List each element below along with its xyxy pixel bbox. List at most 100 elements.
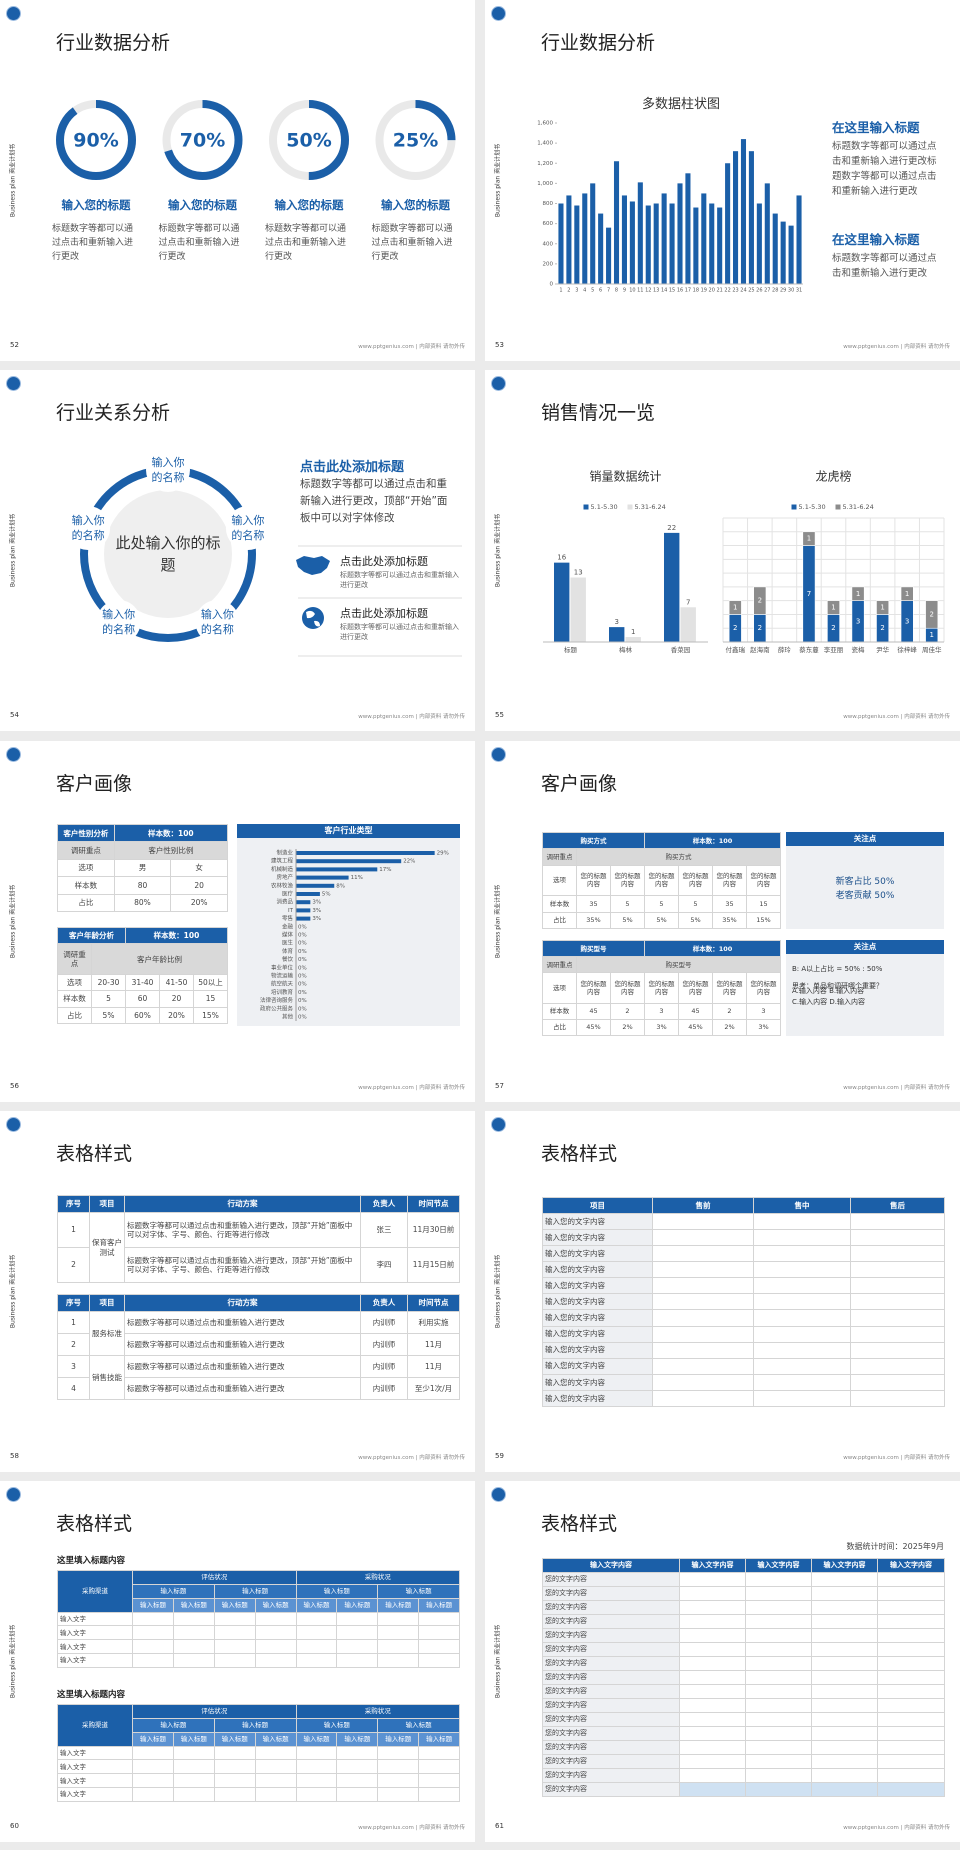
table-cell: 您的文字内容	[542, 1600, 680, 1615]
table-row: 您的文字内容	[542, 1670, 945, 1685]
table-cell	[254, 1745, 297, 1761]
bar	[685, 173, 691, 284]
table-cell	[877, 1698, 945, 1713]
slide: 客户画像 Business plan 商业计划书 57 www.pptgenius.c…	[485, 741, 960, 1102]
item-text: 标题数字等都可以通过点击和重新输入进行更改	[340, 571, 459, 589]
table-cell	[652, 1309, 754, 1327]
table-cell	[877, 1670, 945, 1685]
table-cell: 内训师	[360, 1311, 408, 1334]
footer: www.pptgenius.com | 内部资料 请勿外传	[843, 714, 950, 720]
table-row: 输入文字	[57, 1625, 460, 1641]
y-tick-label: 事业单位	[271, 963, 294, 971]
table-row: 购买型号 样本数：100	[542, 939, 781, 958]
bar	[296, 908, 311, 913]
table-cell	[132, 1773, 174, 1789]
x-tick-label: 20	[709, 288, 715, 294]
footer: www.pptgenius.com | 内部资料 请勿外传	[358, 344, 465, 350]
value-label: 3	[856, 617, 860, 625]
table-row: 序号 项目 行动方案 负责人 时间节点	[57, 1294, 460, 1312]
slide: 客户画像 Business plan 商业计划书 56 www.pptgenius.c…	[0, 741, 475, 1102]
survey-table: 购买型号 样本数：100 调研重点 购买型号 选项 您的标题内容 您的标题内容 您的标题内容您…	[542, 939, 781, 1037]
value-label: 0%	[298, 982, 307, 988]
value-label: 3%	[312, 916, 321, 922]
globe-land	[306, 610, 320, 627]
slide-graphics: 制造业 29% 建筑工程 22% 机械制造 17% 房地产 11% 农林牧渔 8% 医疗 5% 消费品 3…	[260, 849, 449, 1021]
table-cell	[850, 1309, 945, 1327]
table-cell: 5%	[644, 911, 679, 930]
value-label: 3	[905, 617, 909, 625]
table-cell: 输入标题	[295, 1731, 338, 1747]
value-label: 5%	[322, 892, 331, 898]
block-title: 这里填入标题内容	[57, 1556, 126, 1566]
table-cell: 输入您的文字内容	[542, 1309, 653, 1327]
table-cell: 输入您的文字内容	[542, 1261, 653, 1279]
table-cell: 您的文字内容	[542, 1572, 680, 1587]
table-cell: 调研重点	[542, 956, 577, 974]
value-label: 2	[929, 610, 933, 618]
table-cell: 输入文字	[57, 1639, 133, 1655]
panel-header: 关注点	[786, 940, 944, 954]
table-row: 您的文字内容	[542, 1586, 945, 1601]
bar	[613, 161, 620, 284]
panel-header: 客户行业类型	[237, 824, 460, 838]
table-cell: 35	[576, 895, 611, 913]
table-cell	[753, 1293, 851, 1311]
value-label: 0%	[298, 965, 307, 971]
table-cell	[679, 1586, 746, 1601]
x-tick-label: 周佳华	[922, 645, 942, 654]
table-cell: 行动方案	[124, 1195, 361, 1213]
footer: www.pptgenius.com | 内部资料 请勿外传	[843, 1085, 950, 1091]
table-cell: 2%	[610, 1018, 645, 1037]
table-cell	[753, 1357, 851, 1375]
table-row: 占比 5% 60% 20% 15%	[57, 1006, 228, 1025]
bar	[680, 607, 696, 642]
side-label: Business plan 商业计划书	[494, 884, 502, 959]
table-cell	[679, 1740, 746, 1755]
x-tick-label: 18	[693, 288, 699, 294]
table-cell	[418, 1639, 460, 1655]
table-cell: 行动方案	[124, 1294, 361, 1312]
table-cell: 您的文字内容	[542, 1656, 680, 1671]
table-cell: 输入标题	[336, 1597, 379, 1613]
table-row: 您的文字内容	[542, 1698, 945, 1713]
table-cell: 输入标题	[377, 1717, 460, 1733]
table-cell	[679, 1642, 746, 1657]
table-cell	[877, 1726, 945, 1741]
table-cell	[336, 1653, 379, 1668]
table-cell	[745, 1782, 812, 1797]
table-row: 购买方式 样本数：100	[542, 831, 781, 850]
logo	[6, 6, 21, 21]
panel	[786, 832, 944, 929]
table-row: 输入标题 输入标题 输入标题 输入标题	[58, 1717, 460, 1733]
x-tick-label: 梅林	[619, 645, 633, 654]
table-row: 输入文字	[57, 1759, 460, 1775]
logo	[491, 6, 506, 21]
bar	[664, 532, 680, 642]
table-cell	[850, 1245, 945, 1263]
value-label: 1	[905, 590, 909, 598]
ring-label: 90%	[73, 130, 118, 152]
table-cell: 购买方式	[542, 831, 645, 850]
table-cell	[745, 1600, 812, 1615]
table-cell	[132, 1611, 174, 1627]
x-tick-label: 2	[567, 288, 570, 294]
table-cell: 输入文字内容	[811, 1558, 878, 1573]
table-cell	[132, 1639, 174, 1655]
value-label: 3%	[312, 900, 321, 906]
value-label: 7	[686, 598, 690, 606]
table-cell	[753, 1373, 851, 1391]
y-tick-label: 400	[543, 241, 554, 247]
table-cell: 35	[712, 895, 747, 913]
table-cell: 输入您的文字内容	[542, 1389, 653, 1408]
table-cell	[745, 1614, 812, 1629]
table-row: 输入您的文字内容	[542, 1293, 945, 1311]
table-cell: 输入您的文字内容	[542, 1341, 653, 1359]
table-cell	[877, 1614, 945, 1629]
table-cell	[811, 1740, 878, 1755]
table-cell: 输入您的文字内容	[542, 1245, 653, 1263]
y-tick-label: 建筑工程	[271, 857, 294, 865]
slide: 表格样式 Business plan 商业计划书 59 www.pptgenius.c…	[485, 1111, 960, 1472]
y-tick-label: 餐饮	[282, 955, 294, 963]
table-row: 输入文字	[57, 1639, 460, 1655]
table-cell: 15	[746, 895, 781, 913]
